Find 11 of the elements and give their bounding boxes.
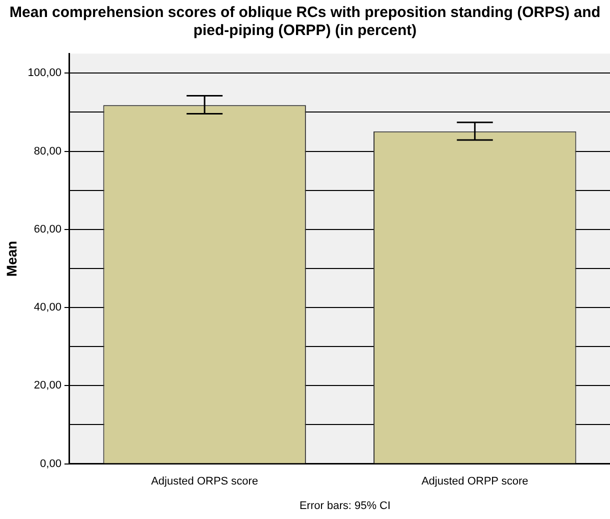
- text: Error bars: 95% CI: [298, 500, 392, 512]
- y-tick-label: 60,00: [34, 223, 62, 236]
- x-tick-label: Adjusted ORPP score: [421, 475, 528, 488]
- y-axis-title: Mean: [3, 240, 20, 277]
- x-tick-label: Adjusted ORPS score: [151, 475, 258, 488]
- y-tick-label: 40,00: [34, 302, 62, 314]
- y-tick-label: 100,00: [28, 67, 62, 80]
- y-tick-label: 0,00: [40, 458, 62, 470]
- y-tick-label: 20,00: [34, 380, 62, 392]
- y-tick-label: 80,00: [34, 145, 62, 158]
- chart-title: Mean comprehension scores of oblique RCs with preposition standing (ORPS) and pied-piping (ORPP) (in percent): [8, 4, 602, 40]
